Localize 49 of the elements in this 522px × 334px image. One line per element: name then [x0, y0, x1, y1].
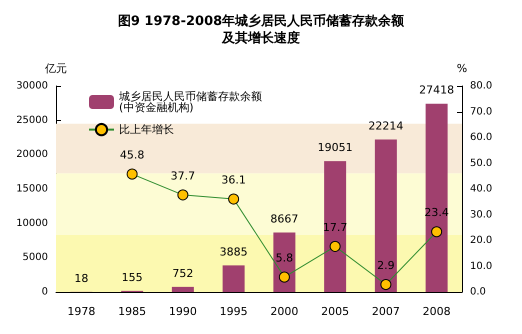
x-tick-label: 1978	[67, 305, 96, 318]
y2-tick-label: 70.0	[470, 106, 492, 118]
y-tick-label: 30000	[16, 80, 48, 92]
data-label: 19051	[318, 141, 353, 154]
y-tick-label: 0	[42, 286, 48, 298]
bar	[273, 232, 296, 292]
data-label: 18	[74, 272, 88, 285]
x-tick-label: 1985	[118, 305, 146, 318]
y2-tick-label: 30.0	[470, 209, 492, 220]
bar	[374, 139, 397, 292]
data-label: 8667	[270, 212, 298, 226]
data-label: 155	[122, 270, 143, 284]
x-tick-label: 2005	[321, 305, 350, 318]
data-label: 27418	[419, 84, 454, 97]
y2-tick-label: 20.0	[470, 235, 492, 246]
x-tick-label: 1995	[220, 305, 248, 318]
x-tick-label: 2007	[372, 305, 400, 318]
y-tick-label: 15000	[16, 184, 48, 194]
data-label: 5.8	[276, 252, 294, 265]
y-tick-label: 10000	[16, 218, 48, 229]
y-tick-label: 5000	[22, 252, 48, 264]
data-label: 37.7	[170, 169, 196, 182]
x-tick-label: 2008	[422, 305, 451, 318]
legend-label: 比上年增长	[119, 123, 174, 136]
x-tick-label: 1990	[168, 305, 197, 318]
data-label: 2.9	[377, 259, 395, 272]
y2-tick-label: 10.0	[470, 260, 492, 272]
y2-tick-label: 80.0	[470, 80, 492, 92]
data-label: 752	[172, 266, 194, 280]
y2-axis-title: %	[456, 62, 468, 75]
y2-tick-label: 40.0	[470, 184, 492, 194]
data-label: 3885	[220, 245, 248, 258]
chart-title: 图9 1978-2008年城乡居民人民币储蓄存款余额	[118, 13, 406, 29]
data-label: 22214	[368, 119, 404, 132]
y2-tick-label: 60.0	[470, 132, 492, 143]
y-axis-title: 亿元	[44, 62, 67, 75]
y-tick-label: 20000	[16, 149, 48, 160]
data-label: 45.8	[120, 148, 144, 162]
legend-label: 城乡居民人民币储蓄存款余额 (中资金融机构)	[118, 90, 262, 114]
bar	[324, 161, 346, 292]
bar	[222, 265, 245, 292]
y-tick-label: 25000	[16, 114, 48, 126]
y2-tick-label: 50.0	[470, 158, 492, 169]
chart-subtitle: 及其增长速度	[221, 30, 300, 46]
x-tick-label: 2000	[270, 305, 298, 318]
bar	[426, 104, 448, 292]
data-label: 36.1	[221, 174, 246, 187]
y2-tick-label: 0.0	[470, 286, 486, 298]
bar	[172, 286, 194, 292]
